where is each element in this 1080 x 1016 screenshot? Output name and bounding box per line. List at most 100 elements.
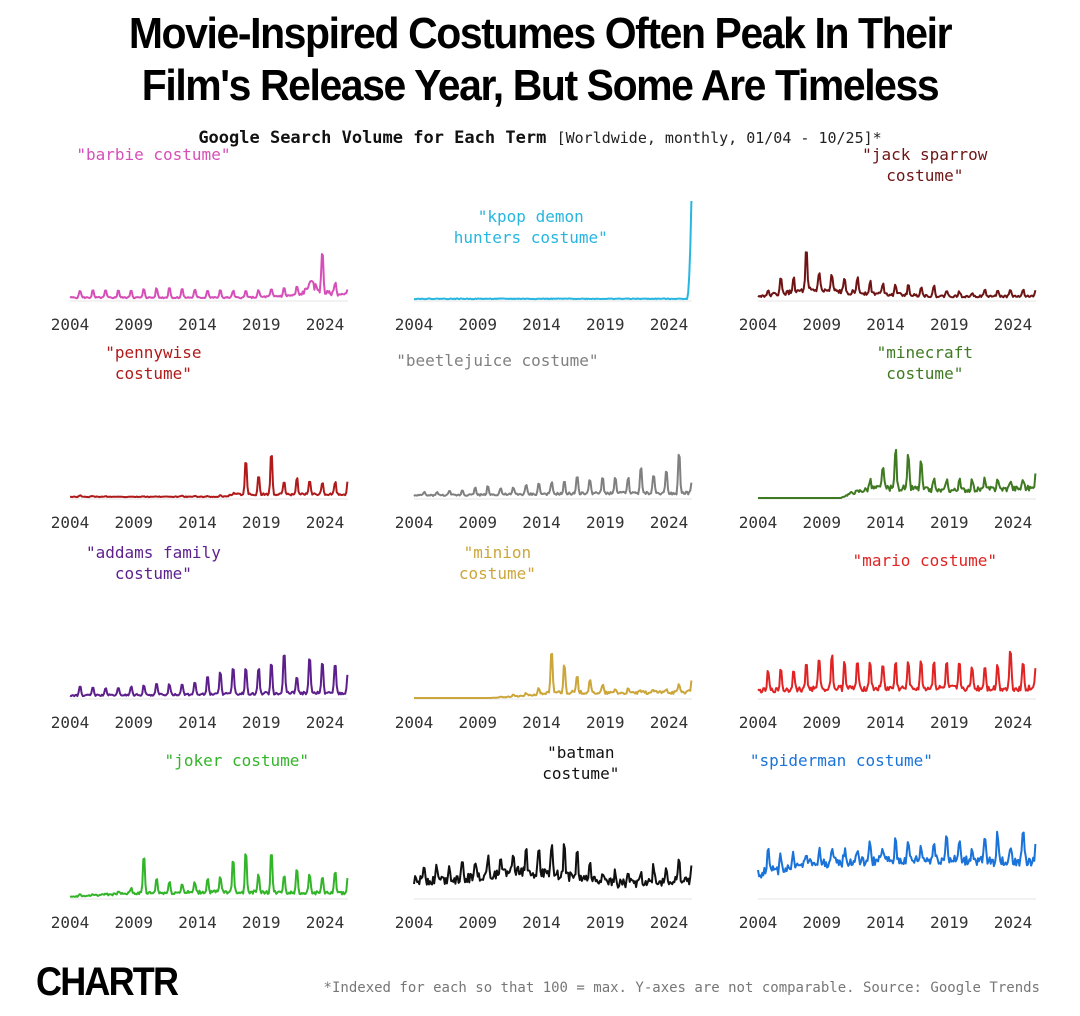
series-label-line: costume" — [115, 364, 192, 383]
series-line — [69, 654, 349, 698]
series-label: "batman costume" — [542, 743, 619, 783]
series-label: "spiderman costume" — [750, 751, 933, 770]
chart-panel-4: 2004 2009 2014 2019 2024 "pennywise costume" — [51, 343, 349, 532]
series-line — [70, 455, 349, 499]
series-label-line: "mario costume" — [853, 551, 998, 570]
x-tick-label: 2024 — [306, 513, 345, 532]
series-label: "addams family costume" — [86, 543, 221, 583]
series-label-line: "beetlejuice costume" — [396, 351, 598, 370]
chart-panel-11: 2004 2009 2014 2019 2024 "batman costume" — [395, 743, 693, 932]
x-tick-label: 2024 — [650, 713, 689, 732]
x-tick-label: 2004 — [395, 315, 434, 334]
series-label-line: "pennywise — [105, 343, 201, 362]
x-tick-label: 2014 — [178, 713, 217, 732]
x-tick-label: 2019 — [930, 913, 969, 932]
x-tick-label: 2014 — [178, 315, 217, 334]
x-tick-label: 2009 — [458, 513, 497, 532]
x-tick-label: 2024 — [994, 315, 1033, 334]
series-label-line: "joker costume" — [165, 751, 310, 770]
series-line — [69, 853, 349, 898]
series-label: "barbie costume" — [76, 145, 230, 164]
x-tick-label: 2024 — [994, 713, 1033, 732]
x-tick-label: 2024 — [650, 513, 689, 532]
x-tick-label: 2019 — [586, 315, 625, 334]
series-label-line: "addams family — [86, 543, 221, 562]
chart-subtitle: Google Search Volume for Each Term [Worl… — [0, 128, 1080, 148]
x-tick-label: 2004 — [51, 315, 90, 334]
x-tick-label: 2014 — [522, 315, 561, 334]
x-tick-label: 2019 — [930, 713, 969, 732]
x-tick-label: 2014 — [866, 513, 905, 532]
chart-panel-7: 2004 2009 2014 2019 2024 "addams family costum… — [51, 543, 349, 732]
series-line — [757, 251, 1037, 299]
chart-panel-5: 2004 2009 2014 2019 2024 "beetlejuice costume… — [395, 351, 693, 532]
x-tick-label: 2024 — [306, 713, 345, 732]
chart-panel-1: 2004 2009 2014 2019 2024 "barbie costume" — [51, 145, 349, 334]
x-tick-label: 2024 — [994, 513, 1033, 532]
x-tick-label: 2019 — [242, 513, 281, 532]
x-tick-label: 2019 — [930, 513, 969, 532]
x-tick-label: 2014 — [866, 913, 905, 932]
series-label-line: costume" — [542, 764, 619, 783]
series-label-line: "minecraft — [877, 343, 973, 362]
series-label-line: "barbie costume" — [76, 145, 230, 164]
x-tick-label: 2019 — [242, 315, 281, 334]
chart-panel-3: 2004 2009 2014 2019 2024 "jack sparrow costume… — [739, 145, 1037, 334]
x-tick-label: 2024 — [994, 913, 1033, 932]
series-label-line: costume" — [459, 564, 536, 583]
chart-title: Movie-Inspired Costumes Often Peak In Th… — [0, 8, 1080, 112]
series-label-line: "spiderman costume" — [750, 751, 933, 770]
title-line-1: Movie-Inspired Costumes Often Peak In Th… — [128, 9, 953, 58]
x-tick-label: 2024 — [650, 913, 689, 932]
x-tick-label: 2009 — [114, 513, 153, 532]
x-tick-label: 2019 — [930, 315, 969, 334]
chart-panel-6: 2004 2009 2014 2019 2024 "minecraft costume" — [739, 343, 1037, 532]
x-tick-label: 2014 — [522, 713, 561, 732]
x-tick-label: 2009 — [458, 713, 497, 732]
chart-panel-12: 2004 2009 2014 2019 2024 "spiderman costume" — [739, 751, 1037, 932]
x-tick-label: 2014 — [522, 513, 561, 532]
series-label: "minion costume" — [459, 543, 536, 583]
x-tick-label: 2009 — [802, 713, 841, 732]
series-label-line: "jack sparrow — [862, 145, 988, 164]
x-tick-label: 2014 — [178, 513, 217, 532]
title-line-2: Film's Release Year, But Some Are Timele… — [141, 61, 940, 110]
series-label-line: costume" — [115, 564, 192, 583]
x-tick-label: 2024 — [306, 315, 345, 334]
chart-panel-9: 2004 2009 2014 2019 2024 "mario costume" — [739, 551, 1037, 732]
series-label-line: "batman — [547, 743, 614, 762]
x-tick-label: 2009 — [114, 315, 153, 334]
chartr-logo: CHARTR — [36, 960, 179, 1004]
series-label: "minecraft costume" — [877, 343, 973, 383]
x-tick-label: 2004 — [739, 713, 778, 732]
x-tick-label: 2004 — [51, 713, 90, 732]
x-tick-label: 2009 — [458, 315, 497, 334]
series-label-line: "kpop demon — [478, 207, 584, 226]
x-tick-label: 2004 — [51, 913, 90, 932]
series-label: "joker costume" — [165, 751, 310, 770]
x-tick-label: 2004 — [51, 513, 90, 532]
series-line — [413, 843, 693, 889]
series-label-line: costume" — [886, 166, 963, 185]
source-footnote: *Indexed for each so that 100 = max. Y-a… — [323, 980, 1040, 996]
x-tick-label: 2014 — [866, 315, 905, 334]
x-tick-label: 2009 — [802, 513, 841, 532]
series-label: "pennywise costume" — [105, 343, 201, 383]
x-tick-label: 2024 — [306, 913, 345, 932]
series-line — [758, 448, 1037, 499]
series-label: "mario costume" — [853, 551, 998, 570]
x-tick-label: 2009 — [802, 913, 841, 932]
x-tick-label: 2004 — [739, 913, 778, 932]
series-label: "kpop demon hunters costume" — [454, 207, 608, 247]
x-tick-label: 2019 — [242, 713, 281, 732]
series-line — [414, 200, 693, 301]
series-label: "beetlejuice costume" — [396, 351, 598, 370]
subtitle-note: [Worldwide, monthly, 01/04 - 10/25]* — [556, 129, 882, 147]
series-line — [414, 652, 693, 699]
x-tick-label: 2019 — [586, 913, 625, 932]
chart-panel-8: 2004 2009 2014 2019 2024 "minion costume" — [395, 543, 693, 732]
series-line — [757, 830, 1037, 879]
x-tick-label: 2014 — [522, 913, 561, 932]
x-tick-label: 2014 — [178, 913, 217, 932]
x-tick-label: 2009 — [458, 913, 497, 932]
